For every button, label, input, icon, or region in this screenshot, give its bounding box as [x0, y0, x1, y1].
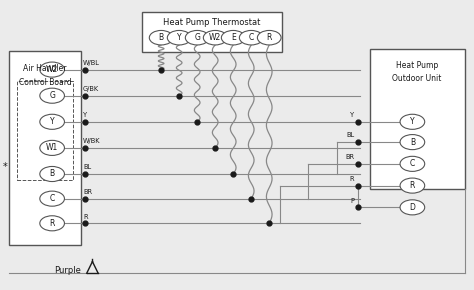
Text: Heat Pump: Heat Pump [396, 61, 438, 70]
Text: C: C [49, 194, 55, 203]
Text: R: R [83, 213, 88, 220]
Circle shape [185, 30, 209, 45]
Text: Y: Y [410, 117, 415, 126]
Circle shape [400, 135, 425, 150]
Bar [142, 12, 282, 52]
Bar [9, 51, 81, 245]
Text: D: D [410, 203, 415, 212]
Text: Purple: Purple [55, 266, 82, 275]
Text: G/BK: G/BK [83, 86, 99, 92]
Text: C: C [410, 159, 415, 168]
Text: G: G [194, 33, 200, 42]
Text: W/BL: W/BL [83, 60, 100, 66]
Circle shape [40, 216, 64, 231]
Circle shape [221, 30, 245, 45]
Text: R: R [49, 219, 55, 228]
Text: W2: W2 [209, 33, 221, 42]
Bar [17, 81, 73, 180]
Text: Control Board: Control Board [18, 78, 72, 87]
Text: *: * [2, 162, 7, 172]
Text: B: B [410, 137, 415, 147]
Circle shape [40, 62, 64, 77]
Text: G: G [49, 91, 55, 100]
Text: W1: W1 [46, 143, 58, 153]
Circle shape [40, 166, 64, 182]
Circle shape [400, 156, 425, 171]
Text: B: B [159, 33, 164, 42]
Text: Y: Y [50, 117, 55, 126]
Text: Y: Y [350, 112, 354, 118]
Text: Heat Pump Thermostat: Heat Pump Thermostat [164, 18, 261, 27]
Circle shape [40, 114, 64, 129]
Text: BL: BL [346, 132, 354, 138]
Bar [370, 49, 465, 188]
Text: Y: Y [177, 33, 182, 42]
Circle shape [40, 140, 64, 155]
Circle shape [400, 178, 425, 193]
Text: BR: BR [345, 154, 354, 160]
Text: W/BK: W/BK [83, 138, 100, 144]
Circle shape [239, 30, 263, 45]
Circle shape [203, 30, 227, 45]
Circle shape [40, 88, 64, 103]
Text: C: C [248, 33, 254, 42]
Circle shape [400, 114, 425, 129]
Circle shape [400, 200, 425, 215]
Circle shape [149, 30, 173, 45]
Text: B: B [50, 169, 55, 179]
Circle shape [257, 30, 281, 45]
Text: R: R [349, 176, 354, 182]
Text: R: R [410, 181, 415, 190]
Text: Y: Y [83, 112, 87, 118]
Text: Outdoor Unit: Outdoor Unit [392, 74, 442, 83]
Text: R: R [266, 33, 272, 42]
Circle shape [40, 191, 64, 206]
Text: BR: BR [83, 189, 92, 195]
Circle shape [167, 30, 191, 45]
Text: E: E [231, 33, 236, 42]
Text: BL: BL [83, 164, 91, 170]
Text: Air Handler: Air Handler [23, 64, 67, 73]
Text: W2: W2 [46, 65, 58, 74]
Text: P: P [350, 197, 354, 204]
